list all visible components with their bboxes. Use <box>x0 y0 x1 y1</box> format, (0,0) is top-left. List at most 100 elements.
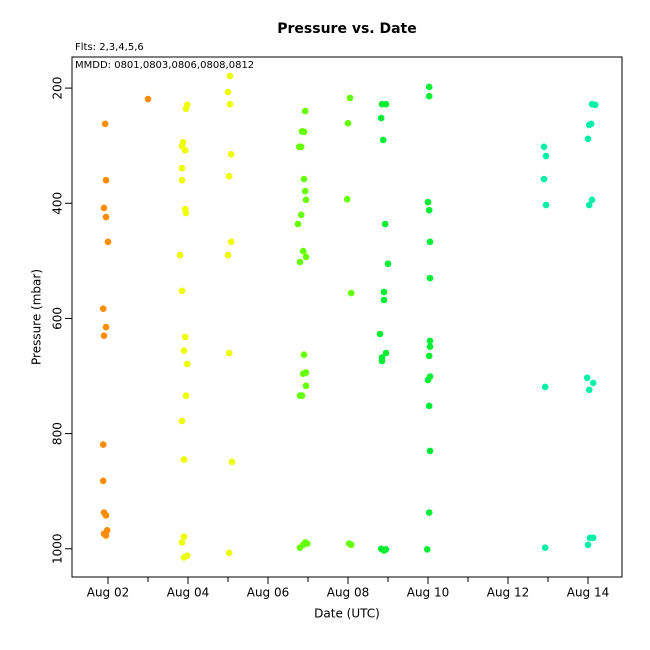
data-point <box>176 251 184 259</box>
data-point <box>344 119 352 127</box>
y-axis-label: Pressure (mbar) <box>30 269 44 365</box>
data-point <box>584 135 592 143</box>
data-point <box>425 83 433 91</box>
data-point <box>180 554 188 561</box>
y-tick-label: 800 <box>51 422 65 445</box>
data-point <box>102 323 110 331</box>
data-point <box>181 333 189 341</box>
data-point <box>102 176 110 184</box>
x-tick-label: Aug 04 <box>167 586 210 600</box>
data-point <box>303 540 311 547</box>
data-point <box>301 107 309 115</box>
data-point <box>426 238 434 246</box>
data-point <box>382 100 390 108</box>
data-point <box>425 92 433 100</box>
data-point <box>100 204 108 212</box>
x-tick-label: Aug 12 <box>487 586 530 600</box>
data-point <box>378 357 386 365</box>
data-point <box>224 88 232 96</box>
data-point <box>591 101 599 109</box>
data-point <box>584 541 592 549</box>
data-point <box>424 376 432 384</box>
data-point <box>347 289 355 297</box>
data-point <box>426 337 434 345</box>
data-point <box>379 136 387 144</box>
data-point <box>540 175 548 183</box>
data-point <box>425 509 433 516</box>
data-point <box>589 379 597 387</box>
data-point <box>294 220 302 228</box>
data-point <box>227 238 235 246</box>
x-tick-label: Aug 14 <box>567 586 610 600</box>
data-point <box>144 95 152 103</box>
data-point <box>299 247 307 255</box>
data-point <box>298 392 306 399</box>
data-point <box>226 72 234 80</box>
data-point <box>382 349 390 357</box>
data-point <box>302 369 310 376</box>
data-point <box>181 146 189 154</box>
data-point <box>426 343 434 350</box>
data-point <box>183 360 191 368</box>
data-point <box>542 152 550 160</box>
data-point <box>180 347 188 354</box>
data-point <box>585 121 593 129</box>
data-point <box>178 176 186 184</box>
data-point <box>426 447 434 455</box>
y-tick-label: 1000 <box>51 534 65 565</box>
data-point <box>585 201 593 209</box>
data-point <box>384 260 392 268</box>
plot-frame <box>71 56 623 578</box>
data-point <box>99 477 107 485</box>
x-tick-label: Aug 06 <box>247 586 290 600</box>
data-point <box>224 251 232 259</box>
data-point <box>182 209 190 217</box>
data-point <box>227 151 235 158</box>
x-tick-label: Aug 08 <box>327 586 370 600</box>
data-point <box>343 195 351 203</box>
data-point <box>225 349 233 357</box>
data-point <box>99 441 107 448</box>
data-point <box>225 549 233 557</box>
data-point <box>302 253 310 261</box>
data-point <box>102 532 110 539</box>
data-point <box>178 417 186 425</box>
x-tick-label: Aug 10 <box>407 586 450 600</box>
y-tick-label: 400 <box>51 192 65 215</box>
data-point <box>178 287 186 295</box>
data-point <box>583 374 591 382</box>
data-point <box>228 458 236 466</box>
x-tick-label: Aug 02 <box>87 586 130 600</box>
data-point <box>182 392 190 399</box>
data-point <box>346 94 354 102</box>
data-point <box>588 196 596 204</box>
subtitle: Flts: 2,3,4,5,6 <box>75 42 144 53</box>
x-axis-label: Date (UTC) <box>314 607 380 621</box>
data-point <box>178 539 186 546</box>
data-point <box>225 172 233 180</box>
data-point <box>381 220 389 228</box>
data-point <box>382 546 390 553</box>
data-point <box>380 296 388 304</box>
data-point <box>380 288 388 296</box>
data-point <box>300 175 308 183</box>
data-point <box>377 114 385 122</box>
data-point <box>297 211 305 219</box>
data-point <box>226 100 234 108</box>
data-point <box>540 143 548 151</box>
data-point <box>101 120 109 128</box>
data-point <box>426 274 434 282</box>
data-point <box>423 546 431 553</box>
data-point <box>425 352 433 360</box>
data-point <box>102 213 110 221</box>
data-point <box>102 512 110 519</box>
data-point <box>585 386 593 394</box>
data-point <box>424 198 432 206</box>
data-point <box>301 187 309 195</box>
data-point <box>99 305 107 312</box>
data-point <box>296 258 304 266</box>
data-point <box>541 383 549 391</box>
data-point <box>425 206 433 214</box>
data-point <box>178 164 186 172</box>
